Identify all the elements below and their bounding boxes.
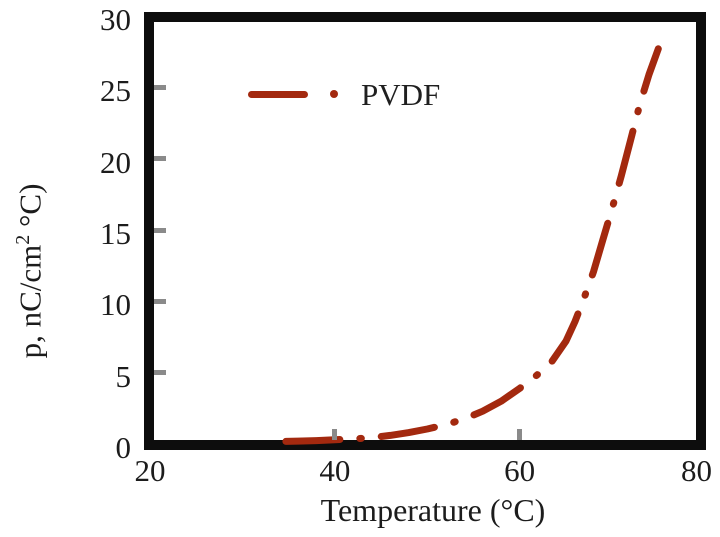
y-tick-label-20: 20 bbox=[100, 144, 131, 180]
y-axis-title-post: °C) bbox=[12, 183, 48, 235]
x-tick-mark-60 bbox=[517, 429, 523, 440]
x-tick-label-80: 80 bbox=[681, 453, 712, 488]
y-tick-mark-15 bbox=[154, 227, 166, 233]
x-axis-title: Temperature (°C) bbox=[320, 492, 546, 528]
legend: PVDF bbox=[248, 78, 440, 110]
x-tick-label-40: 40 bbox=[319, 453, 351, 488]
y-tick-mark-25 bbox=[154, 84, 166, 90]
y-tick-label-15: 15 bbox=[100, 216, 131, 251]
y-axis-title: p, nC/cm2 °C) bbox=[12, 121, 48, 421]
y-tick-mark-10 bbox=[154, 298, 166, 304]
y-tick-label-30: 30 bbox=[100, 2, 131, 37]
x-tick-label-20: 20 bbox=[134, 453, 166, 488]
legend-dash-sample bbox=[248, 90, 308, 98]
y-tick-label-5: 5 bbox=[115, 358, 132, 394]
x-tick-mark-40 bbox=[332, 429, 338, 440]
y-tick-label-25: 25 bbox=[100, 73, 131, 109]
y-axis-title-pre: p, nC/cm bbox=[12, 244, 48, 359]
y-axis-title-superscript: 2 bbox=[12, 234, 34, 245]
y-tick-label-10: 10 bbox=[100, 287, 131, 323]
y-tick-mark-20 bbox=[154, 156, 166, 162]
y-tick-label-0: 0 bbox=[115, 430, 132, 465]
legend-dot-sample bbox=[330, 90, 338, 98]
legend-series-label: PVDF bbox=[361, 76, 441, 112]
y-tick-mark-5 bbox=[154, 370, 166, 376]
x-tick-label-60: 60 bbox=[504, 453, 536, 488]
